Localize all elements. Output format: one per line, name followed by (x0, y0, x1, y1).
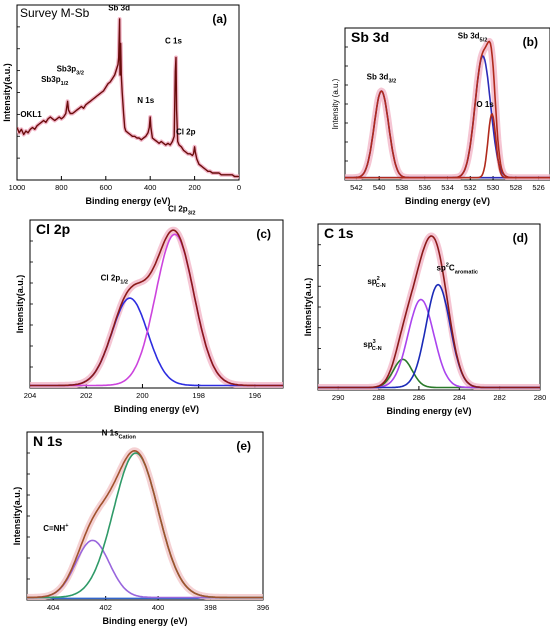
x-tick-label: 280 (534, 393, 547, 402)
x-tick-label: 528 (510, 183, 523, 192)
peak-annotation: Sb3p3/2 (57, 65, 84, 77)
peak-annotation: Cl 2p3/2 (168, 205, 195, 217)
fit-envelope (27, 449, 263, 599)
peak-annotation: C=NH+ (43, 523, 69, 533)
peak-annotation: Cl 2p1/2 (101, 273, 128, 285)
plot-area (30, 226, 283, 388)
peak-annotation: Sb3p1/2 (41, 75, 68, 87)
x-tick-label: 540 (373, 183, 386, 192)
peak-annotation: sp2Caromatic (436, 262, 478, 275)
x-axis-label: Binding energy (eV) (386, 406, 471, 416)
survey-spectrum-line (17, 18, 239, 178)
x-tick-label: 290 (332, 393, 345, 402)
panel-title: Cl 2p (36, 221, 70, 237)
panel-letter: (c) (256, 227, 271, 241)
x-tick-label: 200 (136, 391, 149, 400)
x-tick-label: 530 (487, 183, 500, 192)
plot-frame (29, 219, 284, 389)
panel-d: C 1s (d) 290 288 286 284 282 280 Binding energy … (303, 223, 547, 416)
peak-annotation: Sb 3d (108, 3, 130, 12)
x-tick-label: 600 (100, 183, 113, 192)
peak-annotation: Sb 3d3/2 (367, 73, 397, 85)
y-axis-label: Intensity(a.u.) (2, 63, 12, 122)
x-tick-label: 196 (249, 391, 262, 400)
x-tick-label: 202 (80, 391, 93, 400)
plot-area (318, 232, 540, 390)
plot-frame (16, 4, 240, 181)
y-axis-label: Intensity(a.u.) (15, 275, 25, 334)
panel-letter: (a) (212, 12, 227, 26)
x-axis-label: Binding energy (eV) (405, 196, 490, 206)
x-tick-label: 286 (413, 393, 426, 402)
x-tick-label: 536 (418, 183, 431, 192)
peak-annotation: N 1s (137, 96, 154, 105)
panel-letter: (d) (513, 231, 528, 245)
x-tick-label: 396 (257, 603, 270, 612)
x-tick-label: 404 (47, 603, 60, 612)
panel-e: N 1s (e) 404 402 400 398 396 Binding energy (eV… (12, 428, 269, 626)
x-tick-label: 288 (372, 393, 385, 402)
x-tick-label: 538 (396, 183, 409, 192)
x-axis-label: Binding energy (eV) (114, 404, 199, 414)
fit-envelope (318, 235, 540, 389)
y-axis-label: Intensity(a.u.) (12, 487, 22, 546)
x-tick-label: 400 (144, 183, 157, 192)
panel-title: N 1s (33, 433, 63, 449)
peak-annotation: Sb 3d5/2 (458, 32, 488, 44)
fit-component-1 (30, 297, 283, 387)
plot-area (17, 17, 239, 179)
peak-annotation: N 1sCation (102, 428, 137, 440)
x-tick-label: 1000 (9, 183, 26, 192)
peak-annotation: sp3 C-N (363, 339, 381, 352)
fit-envelope (30, 229, 283, 387)
panel-title: Survey M-Sb (20, 6, 90, 20)
x-axis-label: Binding energy (eV) (102, 616, 187, 626)
x-tick-label: 204 (24, 391, 37, 400)
x-tick-label: 282 (493, 393, 506, 402)
peak-annotation: O 1s (476, 100, 494, 109)
x-tick-label: 542 (350, 183, 363, 192)
x-tick-label: 800 (55, 183, 68, 192)
x-tick-label: 402 (99, 603, 112, 612)
raw-data-band (30, 226, 283, 388)
fit-envelope (345, 40, 550, 179)
x-tick-label: 200 (188, 183, 201, 192)
x-tick-label: 532 (464, 183, 477, 192)
panel-c: Cl 2p (c) 204 202 200 198 196 Binding energy (e… (15, 205, 284, 414)
peak-annotation: C 1s (165, 37, 182, 46)
x-tick-label: 400 (152, 603, 165, 612)
panel-a: Survey M-Sb (a) 1000 800 600 400 200 0 Binding e… (2, 3, 241, 206)
panel-letter: (e) (236, 439, 251, 453)
x-tick-label: 0 (237, 183, 241, 192)
panel-letter: (b) (523, 35, 538, 49)
x-tick-label: 398 (204, 603, 217, 612)
x-tick-label: 198 (192, 391, 205, 400)
survey-envelope (17, 17, 239, 179)
peak-annotation: sp2 C-N (367, 276, 385, 289)
peak-annotation: Cl 2p (176, 128, 196, 137)
x-tick-label: 526 (532, 183, 545, 192)
x-tick-label: 534 (441, 183, 454, 192)
panel-title: Sb 3d (351, 29, 389, 45)
y-axis-label: Intensity(a.u.) (303, 278, 313, 337)
panel-b: Sb 3d (b) 542 540 538 536 534 532 530 528 526 Bindi… (331, 27, 550, 206)
panel-title: C 1s (324, 225, 354, 241)
plot-area (27, 447, 263, 600)
plot-area (345, 38, 550, 180)
y-axis-label: Intensity (a.u.) (331, 78, 340, 129)
fit-component-1 (318, 358, 540, 389)
x-tick-label: 284 (453, 393, 466, 402)
fit-component-3 (318, 283, 540, 389)
peak-annotation: OKL1 (20, 110, 42, 119)
x-axis-label: Binding energy (eV) (85, 196, 170, 206)
